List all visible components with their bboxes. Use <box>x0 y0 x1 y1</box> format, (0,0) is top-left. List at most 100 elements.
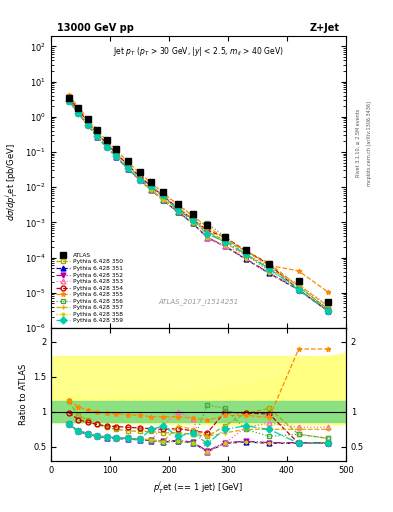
Pythia 6.428 354 <box>243 248 248 254</box>
Pythia 6.428 355 <box>95 127 99 133</box>
Pythia 6.428 353 <box>85 122 90 128</box>
Pythia 6.428 350 <box>243 248 248 254</box>
Pythia 6.428 352 <box>222 243 227 249</box>
Pythia 6.428 350 <box>104 141 109 147</box>
Pythia 6.428 356 <box>161 197 165 203</box>
ATLAS <box>66 95 71 101</box>
Line: Pythia 6.428 357: Pythia 6.428 357 <box>66 98 331 309</box>
Text: Jet $p_T$ ($p_T$ > 30 GeV, $|y|$ < 2.5, $m_{ll}$ > 40 GeV): Jet $p_T$ ($p_T$ > 30 GeV, $|y|$ < 2.5, … <box>113 45 284 58</box>
Pythia 6.428 351 <box>161 197 165 203</box>
Pythia 6.428 356 <box>85 122 90 128</box>
Pythia 6.428 350 <box>222 238 227 244</box>
Pythia 6.428 357 <box>326 303 331 309</box>
Pythia 6.428 359 <box>66 98 71 104</box>
Pythia 6.428 351 <box>222 243 227 249</box>
Pythia 6.428 357 <box>125 165 130 172</box>
Pythia 6.428 353 <box>114 153 118 159</box>
Pythia 6.428 351 <box>267 270 272 276</box>
Pythia 6.428 356 <box>76 110 81 116</box>
ATLAS <box>176 201 180 207</box>
Pythia 6.428 356 <box>149 187 154 193</box>
Pythia 6.428 353 <box>176 201 180 207</box>
Pythia 6.428 350 <box>267 261 272 267</box>
ATLAS <box>114 146 118 152</box>
Pythia 6.428 358 <box>125 165 130 172</box>
Pythia 6.428 350 <box>85 118 90 124</box>
Pythia 6.428 356 <box>125 165 130 172</box>
Pythia 6.428 355 <box>296 268 301 274</box>
Pythia 6.428 356 <box>326 306 331 312</box>
Pythia 6.428 359 <box>76 110 81 116</box>
Text: Z+Jet: Z+Jet <box>310 23 340 33</box>
Text: 13000 GeV pp: 13000 GeV pp <box>57 23 134 33</box>
Pythia 6.428 357 <box>267 266 272 272</box>
Pythia 6.428 354 <box>190 216 195 222</box>
Pythia 6.428 352 <box>243 255 248 262</box>
Pythia 6.428 354 <box>205 227 210 233</box>
Pythia 6.428 356 <box>190 220 195 226</box>
ATLAS <box>296 278 301 284</box>
Pythia 6.428 351 <box>326 308 331 314</box>
Y-axis label: Ratio to ATLAS: Ratio to ATLAS <box>18 364 28 425</box>
ATLAS <box>222 234 227 240</box>
Pythia 6.428 357 <box>176 204 180 210</box>
X-axis label: $p_T^j$et (== 1 jet) [GeV]: $p_T^j$et (== 1 jet) [GeV] <box>153 480 244 497</box>
Text: Rivet 3.1.10, ≥ 2.5M events: Rivet 3.1.10, ≥ 2.5M events <box>356 109 361 178</box>
Pythia 6.428 352 <box>296 287 301 293</box>
Pythia 6.428 354 <box>296 287 301 293</box>
Pythia 6.428 359 <box>125 165 130 172</box>
Pythia 6.428 354 <box>161 193 165 199</box>
Pythia 6.428 357 <box>114 153 118 159</box>
Line: Pythia 6.428 358: Pythia 6.428 358 <box>66 98 331 313</box>
Pythia 6.428 352 <box>85 122 90 128</box>
Pythia 6.428 352 <box>137 177 142 183</box>
Pythia 6.428 352 <box>95 133 99 139</box>
Pythia 6.428 353 <box>190 213 195 219</box>
Pythia 6.428 353 <box>296 282 301 288</box>
Pythia 6.428 353 <box>66 98 71 104</box>
Pythia 6.428 357 <box>296 282 301 288</box>
Pythia 6.428 355 <box>326 289 331 295</box>
Pythia 6.428 357 <box>85 122 90 128</box>
Pythia 6.428 358 <box>222 243 227 249</box>
Pythia 6.428 358 <box>176 209 180 215</box>
Bar <box>51 356 346 401</box>
Pythia 6.428 353 <box>95 133 99 139</box>
Pythia 6.428 355 <box>104 137 109 143</box>
Pythia 6.428 352 <box>104 144 109 150</box>
Line: Pythia 6.428 350: Pythia 6.428 350 <box>66 93 331 312</box>
Pythia 6.428 356 <box>104 144 109 150</box>
Pythia 6.428 359 <box>176 207 180 214</box>
Pythia 6.428 354 <box>85 119 90 125</box>
Pythia 6.428 358 <box>267 270 272 276</box>
Pythia 6.428 353 <box>222 243 227 249</box>
Pythia 6.428 357 <box>190 216 195 222</box>
Pythia 6.428 355 <box>176 202 180 208</box>
Pythia 6.428 353 <box>205 235 210 241</box>
ATLAS <box>85 116 90 122</box>
Pythia 6.428 352 <box>267 270 272 276</box>
Pythia 6.428 359 <box>104 144 109 150</box>
Pythia 6.428 354 <box>125 162 130 168</box>
Pythia 6.428 353 <box>267 264 272 270</box>
Pythia 6.428 358 <box>137 177 142 183</box>
Pythia 6.428 356 <box>222 233 227 240</box>
Pythia 6.428 350 <box>326 306 331 312</box>
Pythia 6.428 350 <box>114 151 118 157</box>
Pythia 6.428 358 <box>95 133 99 139</box>
Pythia 6.428 352 <box>190 220 195 226</box>
Pythia 6.428 355 <box>85 116 90 122</box>
Pythia 6.428 357 <box>104 144 109 150</box>
Pythia 6.428 354 <box>104 140 109 146</box>
Pythia 6.428 351 <box>85 122 90 129</box>
Pythia 6.428 356 <box>137 177 142 183</box>
Pythia 6.428 356 <box>176 209 180 215</box>
Pythia 6.428 356 <box>296 284 301 290</box>
Pythia 6.428 350 <box>95 130 99 136</box>
Pythia 6.428 357 <box>243 252 248 258</box>
ATLAS <box>104 137 109 143</box>
Pythia 6.428 354 <box>137 173 142 179</box>
Pythia 6.428 354 <box>176 205 180 211</box>
Pythia 6.428 358 <box>296 287 301 293</box>
Pythia 6.428 354 <box>114 150 118 156</box>
